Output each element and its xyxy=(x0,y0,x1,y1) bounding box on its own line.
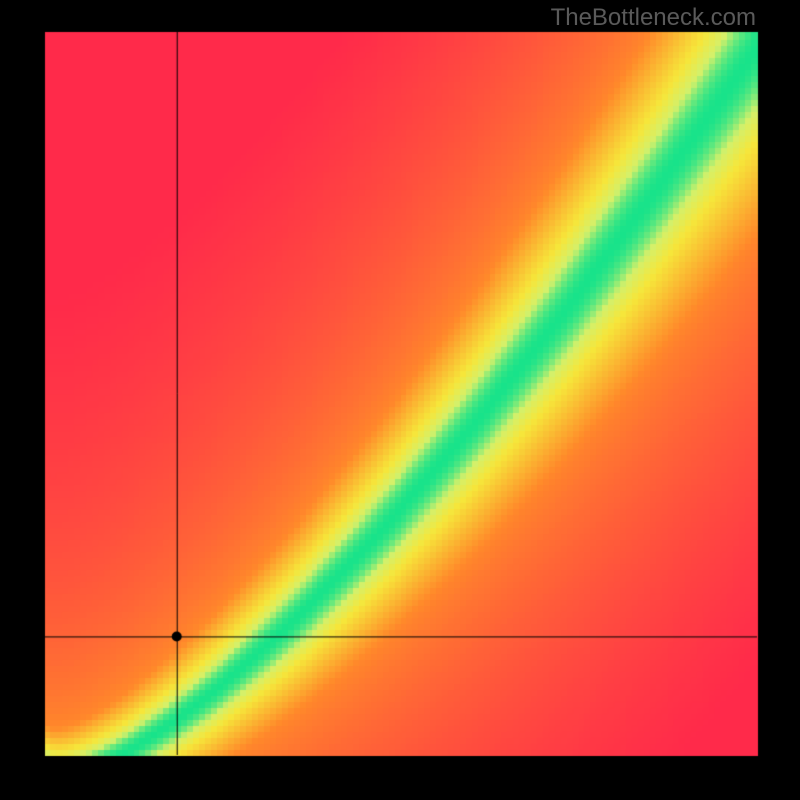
bottleneck-heatmap xyxy=(0,0,800,800)
watermark-text: TheBottleneck.com xyxy=(551,4,756,32)
chart-container: { "canvas": { "width": 800, "height": 80… xyxy=(0,0,800,800)
